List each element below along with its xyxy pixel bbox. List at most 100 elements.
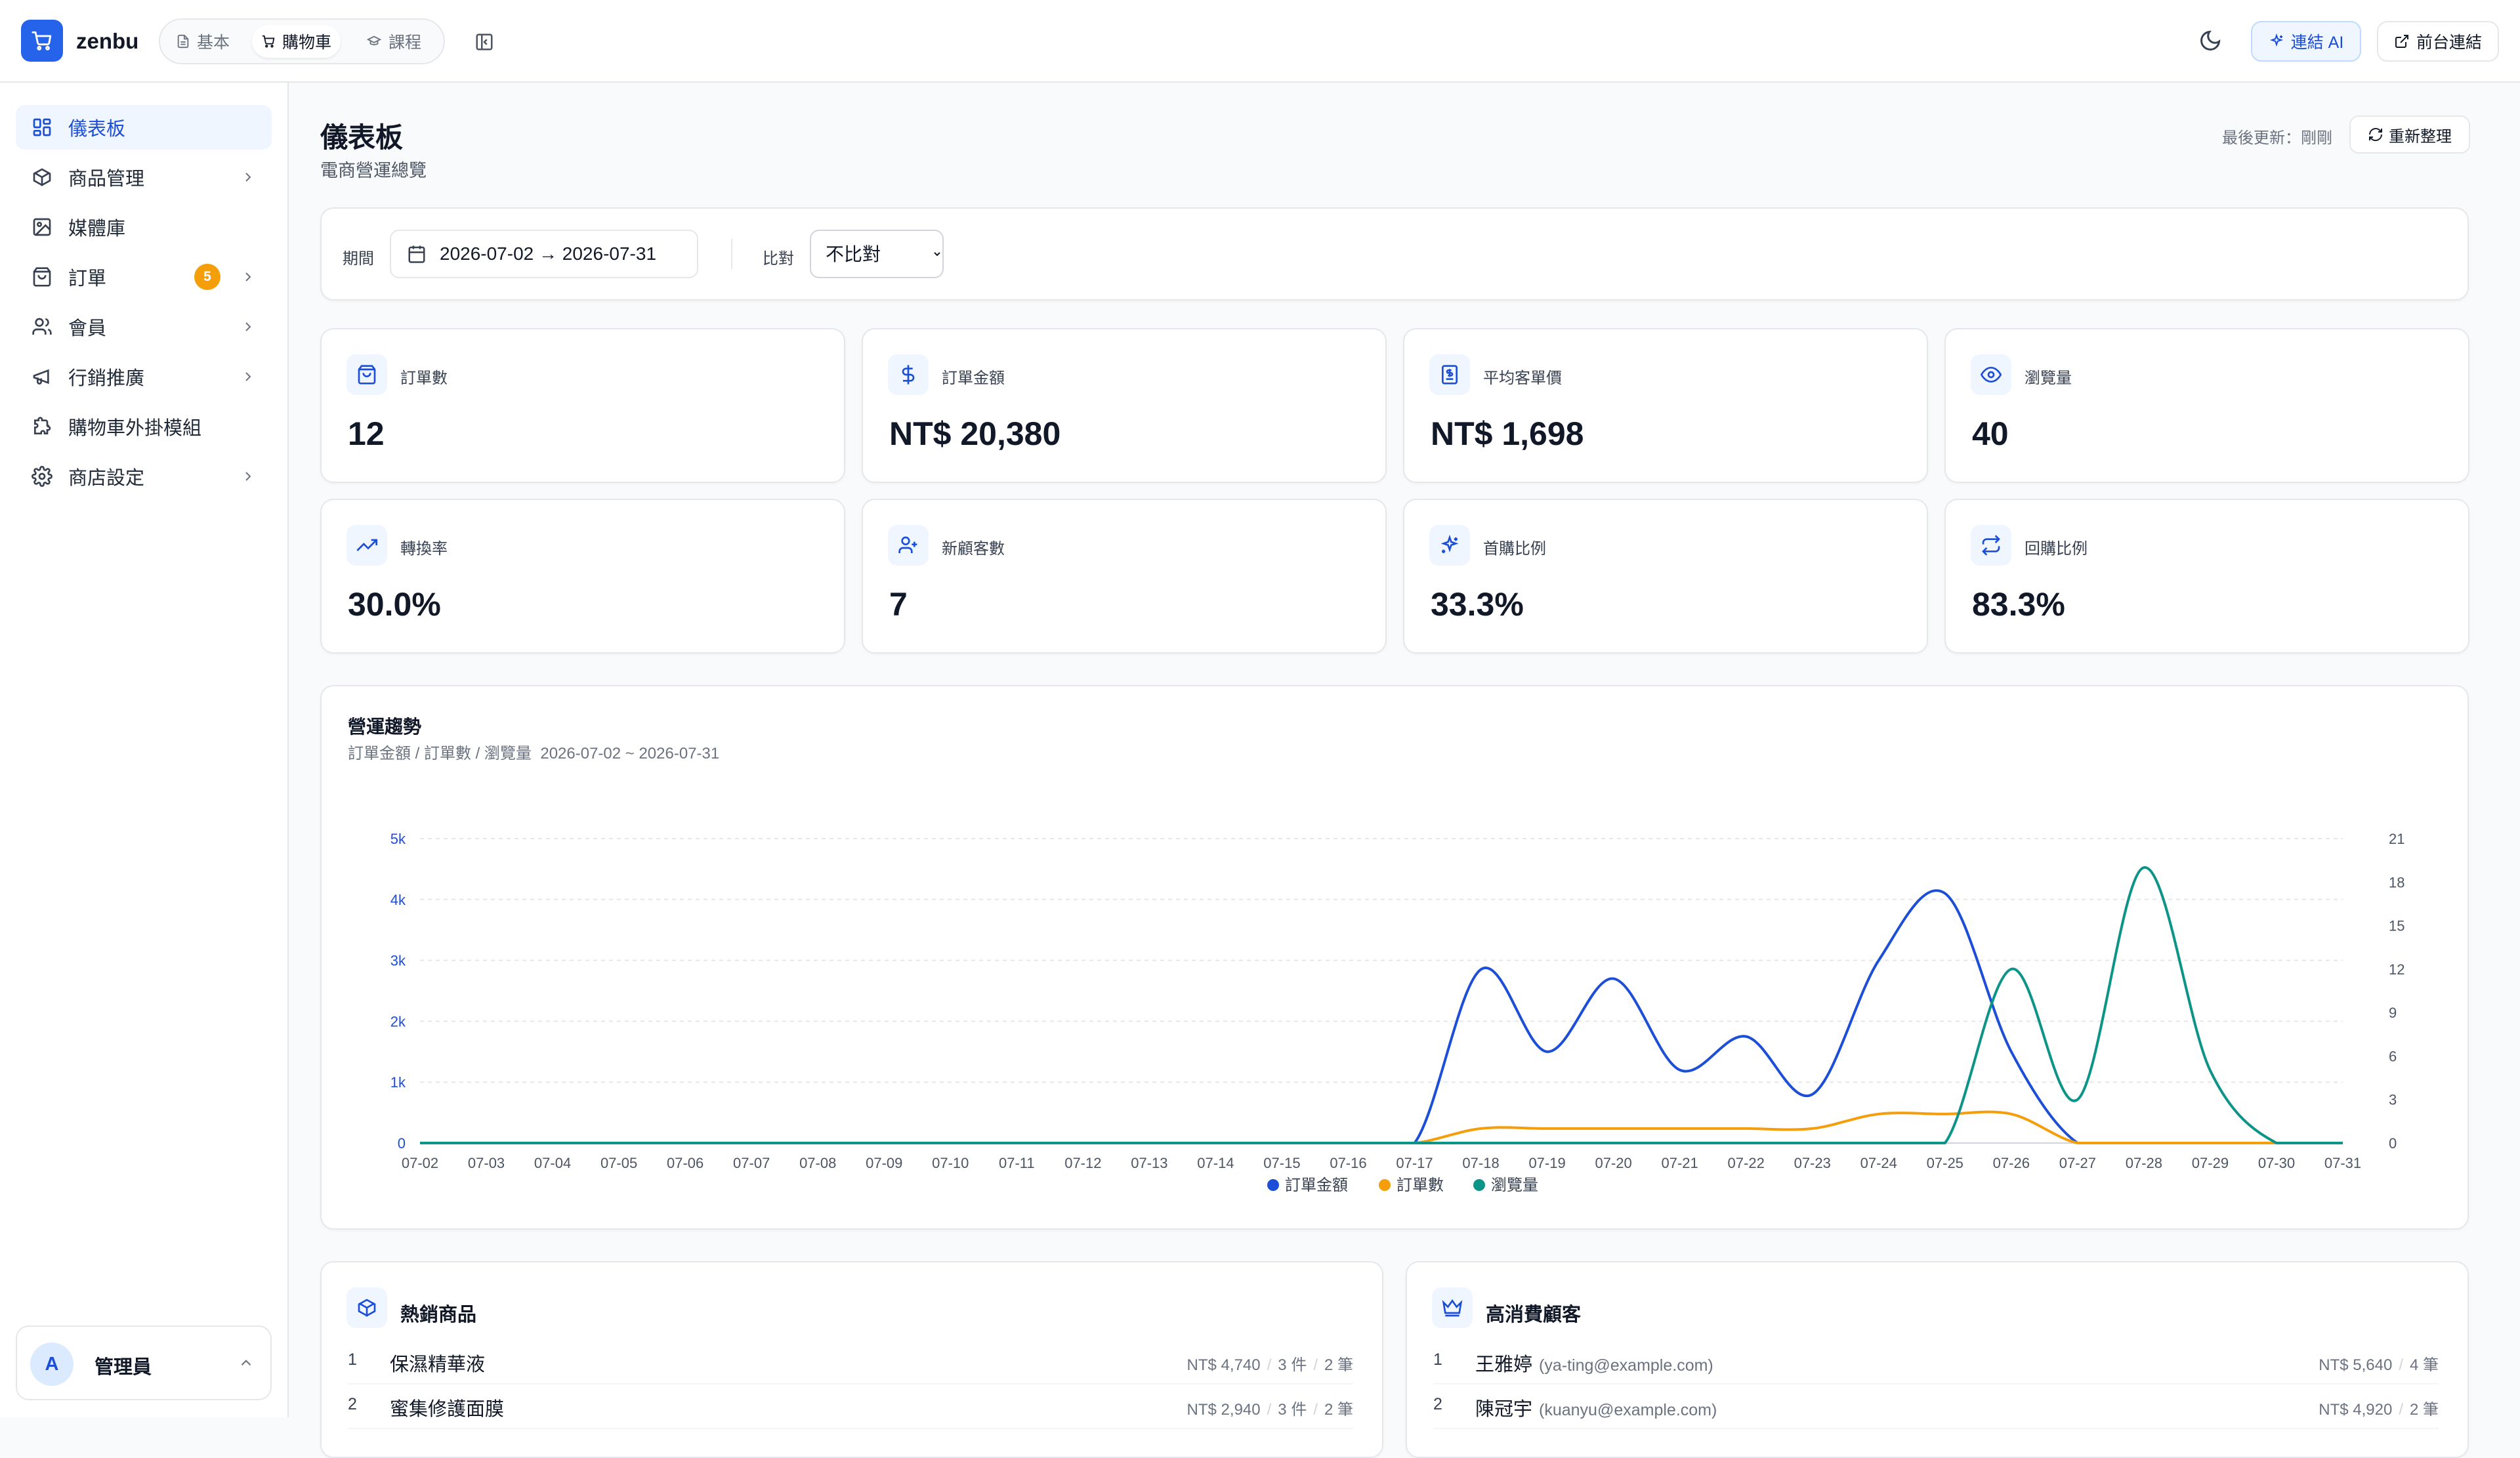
users-icon — [32, 318, 52, 335]
x-tick-label: 07-07 — [733, 1155, 770, 1171]
sidebar-toggle-icon[interactable] — [471, 29, 497, 55]
sparkles-icon — [1429, 525, 1470, 566]
list-item[interactable]: 1 保濕精華液 NT$ 4,740/3 件/2 筆 — [348, 1340, 1353, 1385]
x-tick-label: 07-28 — [2126, 1155, 2162, 1171]
y-right-tick-label: 9 — [2389, 1005, 2397, 1021]
sidebar-item-products[interactable]: 商品管理 — [16, 155, 272, 199]
chevron-right-icon — [245, 322, 251, 331]
date-range-picker[interactable]: 2026-07-02 → 2026-07-31 — [390, 230, 698, 278]
kpi-card-conversion: 轉換率 30.0% — [320, 499, 845, 654]
list-item[interactable]: 1 王雅婷 (ya-ting@example.com) NT$ 5,640/4 筆 — [1433, 1340, 2439, 1385]
chevron-right-icon — [245, 173, 251, 182]
x-tick-label: 07-29 — [2192, 1155, 2229, 1171]
legend-label: 訂單數 — [1396, 1177, 1444, 1194]
kpi-card-new-customers: 新顧客數 7 — [862, 499, 1387, 654]
connect-ai-button[interactable]: 連結 AI — [2251, 21, 2361, 62]
calendar-icon — [408, 245, 425, 263]
x-tick-label: 07-02 — [402, 1155, 438, 1171]
period-label: 期間 — [343, 250, 374, 268]
compare-label: 比對 — [763, 250, 794, 268]
sidebar-item-dashboard[interactable]: 儀表板 — [16, 105, 272, 150]
x-tick-label: 07-17 — [1396, 1155, 1433, 1171]
compare-select[interactable]: 不比對 — [810, 230, 944, 278]
tab-course[interactable]: 課程 — [357, 25, 430, 58]
sparkles-icon — [2269, 33, 2283, 47]
list-item[interactable]: 2 陳冠宇 (kuanyu@example.com) NT$ 4,920/2 筆 — [1433, 1385, 2439, 1429]
legend-label: 瀏覽量 — [1491, 1177, 1538, 1194]
x-tick-label: 07-27 — [2059, 1155, 2096, 1171]
top-bar: zenbu 基本 購物車 課程 連結 AI 前台連結 — [0, 0, 2520, 83]
avatar: A — [30, 1343, 74, 1386]
x-tick-label: 07-20 — [1595, 1155, 1631, 1171]
kpi-card-views: 瀏覽量 40 — [1944, 328, 2469, 483]
image-icon — [33, 218, 51, 236]
y-right-tick-label: 6 — [2389, 1048, 2397, 1064]
series-line — [420, 1110, 2343, 1144]
storefront-link-button[interactable]: 前台連結 — [2377, 21, 2499, 62]
cart-logo-icon[interactable] — [21, 20, 63, 62]
kpi-label: 訂單數 — [400, 369, 448, 387]
x-tick-label: 07-08 — [799, 1155, 836, 1171]
user-name: 管理員 — [94, 1357, 152, 1378]
x-tick-label: 07-26 — [1993, 1155, 2030, 1171]
user-menu[interactable]: A 管理員 — [16, 1325, 272, 1400]
external-link-icon — [2395, 35, 2408, 48]
refresh-icon — [2369, 128, 2382, 141]
tab-cart[interactable]: 購物車 — [252, 25, 341, 58]
sidebar-item-orders[interactable]: 訂單 5 — [16, 255, 272, 299]
sidebar-item-cart-plugins[interactable]: 購物車外掛模組 — [16, 404, 272, 449]
file-icon — [177, 34, 189, 49]
sidebar-item-store-settings[interactable]: 商店設定 — [16, 454, 272, 499]
module-switcher: 基本 購物車 課程 — [159, 18, 445, 64]
eye-icon — [1971, 354, 2011, 395]
kpi-value: 40 — [1972, 415, 2009, 452]
dashboard-icon — [33, 118, 51, 136]
chevron-up-icon — [241, 1360, 251, 1366]
receipt-icon — [1429, 354, 1470, 395]
x-tick-label: 07-25 — [1927, 1155, 1964, 1171]
x-tick-label: 07-03 — [468, 1155, 505, 1171]
chevron-right-icon — [245, 372, 251, 381]
x-tick-label: 07-18 — [1462, 1155, 1499, 1171]
dollar-icon — [888, 354, 929, 395]
x-tick-label: 07-05 — [600, 1155, 637, 1171]
puzzle-icon — [34, 417, 51, 434]
top-customers-card: 高消費顧客 1 王雅婷 (ya-ting@example.com) NT$ 5,6… — [1406, 1261, 2469, 1458]
x-tick-label: 07-30 — [2258, 1155, 2295, 1171]
kpi-label: 瀏覽量 — [2025, 369, 2072, 387]
graduation-cap-icon — [366, 35, 382, 45]
kpi-label: 平均客單價 — [1483, 369, 1562, 387]
trend-chart-card: 營運趨勢 訂單金額 / 訂單數 / 瀏覽量 2026-07-02 ~ 2026-… — [320, 685, 2469, 1230]
sidebar-item-members[interactable]: 會員 — [16, 304, 272, 349]
kpi-value: 33.3% — [1431, 586, 1524, 623]
chart-subtitle: 訂單金額 / 訂單數 / 瀏覽量 2026-07-02 ~ 2026-07-31 — [348, 745, 720, 762]
legend-marker — [1473, 1179, 1485, 1191]
y-right-tick-label: 0 — [2389, 1135, 2397, 1152]
refresh-button[interactable]: 重新整理 — [2349, 115, 2470, 154]
y-left-tick-label: 2k — [390, 1013, 406, 1030]
box-icon — [346, 1287, 387, 1328]
page-title: 儀表板 — [320, 122, 404, 153]
x-tick-label: 07-24 — [1860, 1155, 1897, 1171]
y-left-tick-label: 4k — [390, 892, 406, 908]
sidebar-item-marketing[interactable]: 行銷推廣 — [16, 354, 272, 399]
tab-basic[interactable]: 基本 — [167, 25, 239, 58]
y-left-tick-label: 3k — [390, 953, 406, 969]
x-tick-label: 07-19 — [1528, 1155, 1565, 1171]
brand-name: zenbu — [76, 29, 139, 53]
x-tick-label: 07-15 — [1263, 1155, 1300, 1171]
megaphone-icon — [33, 369, 49, 385]
kpi-card-first-purchase: 首購比例 33.3% — [1403, 499, 1928, 654]
kpi-label: 回購比例 — [2025, 540, 2088, 558]
last-updated-text: 最後更新：剛剛 — [2222, 129, 2332, 147]
kpi-value: 83.3% — [1972, 586, 2065, 623]
y-right-tick-label: 12 — [2389, 961, 2404, 978]
moon-icon[interactable] — [2198, 29, 2225, 55]
orders-count-badge: 5 — [194, 264, 220, 290]
sidebar-item-media[interactable]: 媒體庫 — [16, 205, 272, 249]
filter-bar: 期間 2026-07-02 → 2026-07-31 比對 不比對 — [320, 207, 2469, 301]
kpi-label: 新顧客數 — [942, 540, 1005, 558]
list-item[interactable]: 2 蜜集修護面膜 NT$ 2,940/3 件/2 筆 — [348, 1385, 1353, 1429]
x-tick-label: 07-04 — [534, 1155, 571, 1171]
y-right-tick-label: 18 — [2389, 874, 2404, 890]
